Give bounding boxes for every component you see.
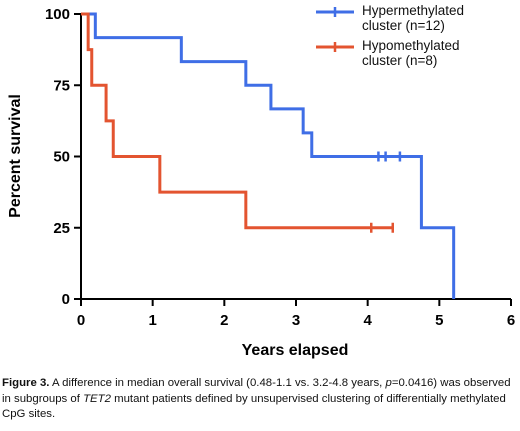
legend-label-1: Hypomethylated	[362, 38, 460, 53]
x-tick-label: 6	[507, 312, 515, 329]
x-axis-label: Years elapsed	[242, 342, 349, 359]
caption-text-3: mutant patients defined by unsupervised …	[2, 392, 506, 421]
y-tick-label: 50	[53, 149, 70, 166]
y-tick-label: 75	[53, 77, 70, 94]
x-tick-label: 0	[77, 312, 85, 329]
caption-gene: TET2	[83, 392, 111, 405]
caption-text-1: A difference in median overall survival …	[49, 377, 386, 389]
x-tick-label: 4	[363, 312, 372, 329]
legend-label-0: cluster (n=12)	[362, 18, 445, 33]
y-tick-label: 100	[45, 6, 70, 23]
y-tick-label: 25	[53, 220, 70, 237]
x-tick-label: 3	[292, 312, 300, 329]
series-line-0	[81, 12, 456, 299]
x-tick-label: 5	[435, 312, 443, 329]
caption-label: Figure 3.	[2, 377, 50, 389]
x-tick-label: 2	[220, 312, 228, 329]
axes: 0 1 2 3 4 5 6 0 25 50 75 100	[45, 6, 515, 329]
plot-area	[81, 12, 456, 299]
caption-text-2: =0.0416) was observed in subgroups of	[2, 377, 511, 405]
legend-label-1: cluster (n=8)	[362, 53, 437, 68]
series-line-1	[81, 12, 393, 230]
legend-label-0: Hypermethylated	[362, 3, 464, 18]
y-axis-label: Percent survival	[7, 94, 24, 218]
caption-p: p	[385, 377, 392, 389]
y-tick-label: 0	[62, 291, 70, 308]
figure-caption: Figure 3. A difference in median overall…	[2, 376, 518, 423]
x-tick-label: 1	[148, 312, 156, 329]
